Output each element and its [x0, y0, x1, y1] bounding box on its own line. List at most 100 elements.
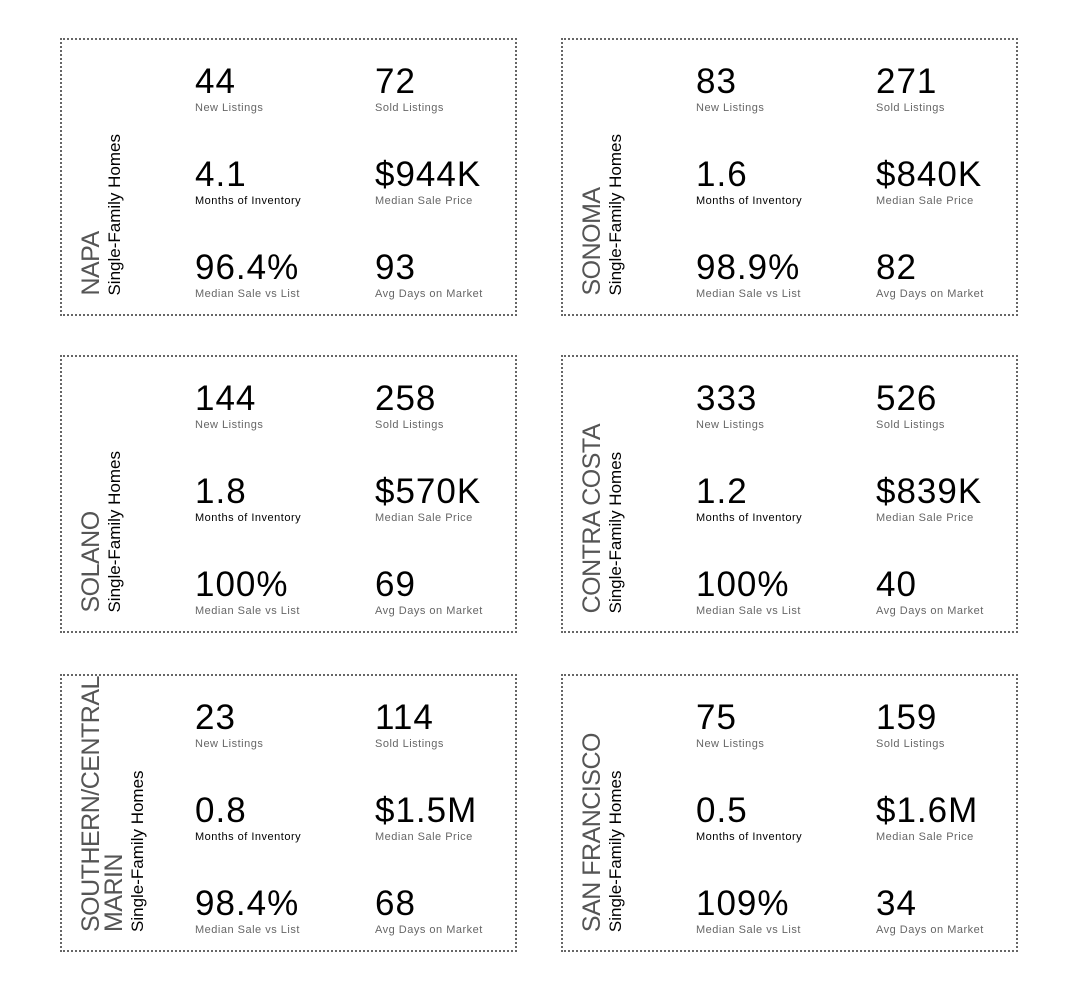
- region-heading: NAPA Single-Family Homes: [77, 134, 129, 296]
- stat-value: 1.8: [195, 472, 247, 511]
- stat-months: 4.1 Months of Inventory: [195, 155, 302, 208]
- stat-months: 0.8 Months of Inventory: [195, 791, 302, 844]
- property-type: Single-Family Homes: [606, 770, 625, 932]
- stat-days: 82 Avg Days on Market: [876, 248, 984, 301]
- region-name: CONTRA COSTA: [578, 423, 606, 613]
- property-type: Single-Family Homes: [606, 451, 625, 613]
- stat-value: 159: [876, 698, 938, 737]
- stat-value: 98.9%: [696, 248, 801, 287]
- stat-value: 1.6: [696, 155, 748, 194]
- stat-ratio: 100% Median Sale vs List: [696, 567, 801, 618]
- stat-label: New Listings: [696, 102, 765, 114]
- stat-price: $1.5M Median Sale Price: [375, 791, 478, 844]
- stat-value: 23: [195, 698, 236, 737]
- stat-sold: 258 Sold Listings: [375, 379, 444, 432]
- stat-value: $570K: [375, 472, 482, 511]
- stat-label: Months of Inventory: [195, 512, 302, 524]
- stat-sold: 271 Sold Listings: [876, 62, 945, 115]
- region-heading: SOUTHERN/CENTRAL MARIN Single-Family Homes: [77, 676, 152, 932]
- stat-value: 271: [876, 62, 938, 101]
- stat-label: Months of Inventory: [696, 512, 803, 524]
- stat-label: Months of Inventory: [195, 195, 302, 207]
- stat-label: Sold Listings: [375, 102, 444, 114]
- stat-value: $1.5M: [375, 791, 478, 830]
- region-heading: CONTRA COSTA Single-Family Homes: [578, 423, 630, 613]
- stat-value: 82: [876, 248, 917, 287]
- stat-days: 69 Avg Days on Market: [375, 565, 483, 618]
- stat-label: Sold Listings: [375, 419, 444, 431]
- stat-value: $1.6M: [876, 791, 979, 830]
- stat-new: 333 New Listings: [696, 379, 764, 432]
- stat-value: 83: [696, 62, 737, 101]
- region-name: SOLANO: [77, 511, 105, 613]
- stat-price: $840K Median Sale Price: [876, 157, 982, 208]
- stat-label: Months of Inventory: [195, 831, 302, 843]
- region-heading: SOLANO Single-Family Homes: [77, 451, 129, 613]
- stat-label: Sold Listings: [876, 738, 945, 750]
- stat-sold: 526 Sold Listings: [876, 381, 945, 432]
- stat-value: 1.2: [696, 472, 748, 511]
- region-card: SONOMA Single-Family Homes 83 New Listing…: [561, 38, 1018, 316]
- region-name: MARIN: [100, 853, 128, 932]
- stat-value: 44: [195, 62, 236, 101]
- stat-label: Months of Inventory: [696, 195, 803, 207]
- stat-months: 0.5 Months of Inventory: [696, 791, 802, 844]
- stat-label: Median Sale vs List: [696, 288, 801, 300]
- stat-days: 68 Avg Days on Market: [375, 884, 483, 937]
- stat-label: New Listings: [195, 738, 264, 750]
- stat-label: Median Sale vs List: [696, 924, 801, 936]
- region-heading: SONOMA Single-Family Homes: [578, 134, 630, 296]
- stat-value: 68: [375, 884, 416, 923]
- stat-label: Avg Days on Market: [876, 924, 984, 936]
- property-type: Single-Family Homes: [105, 134, 124, 296]
- stat-new: 75 New Listings: [696, 700, 764, 751]
- stat-sold: 114 Sold Listings: [375, 698, 444, 751]
- stat-label: New Listings: [195, 102, 264, 114]
- stat-label: Median Sale vs List: [195, 288, 300, 300]
- stat-label: Sold Listings: [876, 102, 945, 114]
- stat-label: Median Sale Price: [375, 831, 473, 843]
- stat-ratio: 96.4% Median Sale vs List: [195, 248, 300, 301]
- stat-label: Sold Listings: [375, 738, 444, 750]
- stat-value: 109%: [696, 884, 790, 923]
- stat-months: 1.6 Months of Inventory: [696, 155, 803, 208]
- stat-label: Avg Days on Market: [375, 288, 483, 300]
- stat-value: 96.4%: [195, 248, 300, 287]
- stat-value: 114: [375, 698, 434, 737]
- stat-value: 0.5: [696, 791, 748, 830]
- stat-value: 69: [375, 565, 416, 604]
- stat-value: $839K: [876, 472, 983, 511]
- region-name: NAPA: [77, 231, 105, 296]
- property-type: Single-Family Homes: [105, 451, 124, 613]
- stat-value: 98.4%: [195, 884, 300, 923]
- stat-label: Median Sale Price: [876, 512, 974, 524]
- stat-price: $1.6M Median Sale Price: [876, 791, 979, 844]
- stat-label: Median Sale vs List: [195, 605, 300, 617]
- stat-value: 100%: [195, 565, 289, 604]
- stat-label: Avg Days on Market: [375, 605, 483, 617]
- stat-value: 258: [375, 379, 437, 418]
- stat-price: $570K Median Sale Price: [375, 472, 482, 525]
- region-heading: SAN FRANCISCO Single-Family Homes: [578, 732, 630, 932]
- stat-label: Median Sale vs List: [195, 924, 300, 936]
- stat-days: 34 Avg Days on Market: [876, 884, 984, 937]
- region-name: SAN FRANCISCO: [578, 732, 606, 932]
- stat-label: Median Sale vs List: [696, 605, 801, 617]
- stat-sold: 159 Sold Listings: [876, 698, 945, 751]
- region-card: CONTRA COSTA Single-Family Homes 333 New …: [561, 355, 1018, 633]
- stat-value: 333: [696, 379, 758, 418]
- stat-new: 23 New Listings: [195, 698, 264, 751]
- stat-label: Avg Days on Market: [876, 605, 984, 617]
- stat-days: 93 Avg Days on Market: [375, 248, 483, 301]
- stat-value: 93: [375, 248, 416, 287]
- region-card: SOLANO Single-Family Homes 144 New Listin…: [60, 355, 517, 633]
- stat-label: Avg Days on Market: [876, 288, 984, 300]
- stat-value: 4.1: [195, 155, 247, 194]
- stat-sold: 72 Sold Listings: [375, 64, 444, 115]
- stat-value: $944K: [375, 155, 482, 194]
- stat-label: Avg Days on Market: [375, 924, 483, 936]
- stat-value: 0.8: [195, 791, 247, 830]
- region-card: NAPA Single-Family Homes 44 New Listings …: [60, 38, 517, 316]
- stat-value: 34: [876, 884, 917, 923]
- region-name: SONOMA: [578, 187, 606, 296]
